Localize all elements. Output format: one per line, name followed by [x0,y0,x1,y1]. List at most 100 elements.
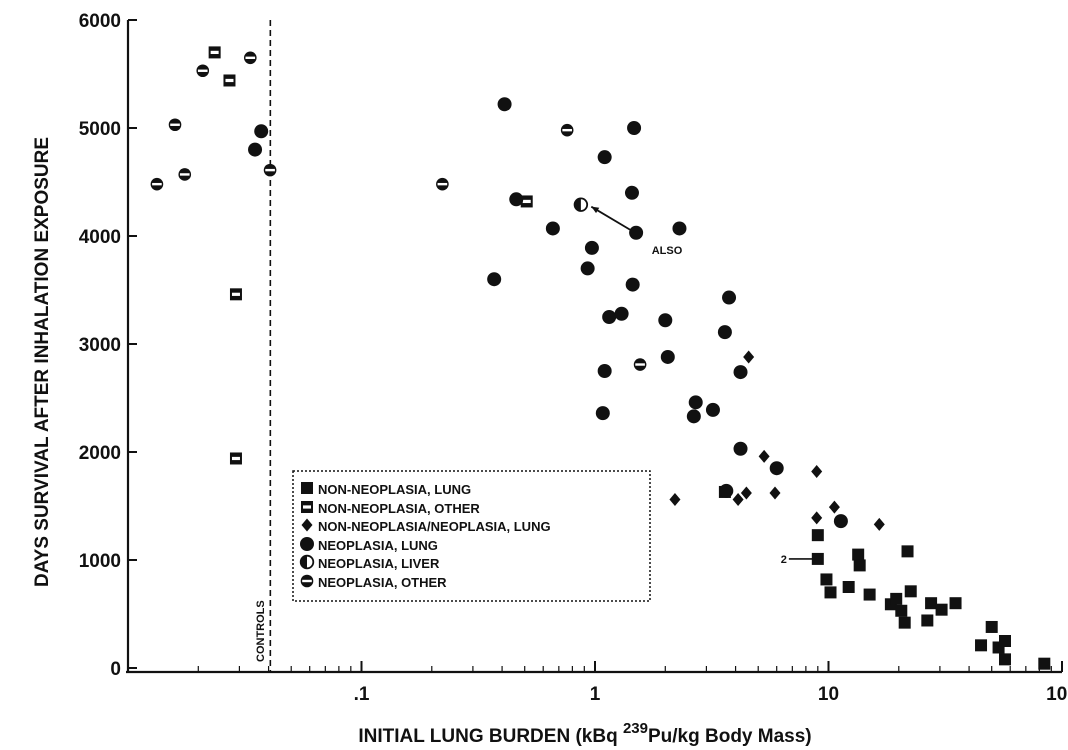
point-s2-4 [740,486,752,500]
point-s1-1-band [225,78,234,83]
point-s5-6 [436,177,449,191]
point-s3-13-shape [625,277,640,292]
point-s0-4-shape [824,586,837,599]
point-s3-27-shape [719,483,734,498]
point-s2-2-shape [669,493,681,507]
point-s0-8 [863,588,876,601]
point-s2-1 [758,449,770,463]
legend-markers [299,482,315,588]
point-s0-6 [852,548,865,561]
point-s3-29 [833,514,848,529]
x-tick-label-10: 10 [818,684,839,705]
point-s3-7-shape [584,240,599,255]
point-s3-3-shape [509,192,524,207]
point-s0-7 [853,559,866,572]
point-s2-8 [828,500,840,514]
point-s0-3 [820,573,833,586]
point-s3-22-shape [733,365,748,380]
annotation-arrow-0 [590,205,631,231]
point-s5-4 [243,51,257,65]
point-s5-8 [633,358,647,371]
legend-marker-0 [301,482,313,494]
point-s2-5-shape [769,486,781,500]
point-s2-7 [811,511,823,525]
point-s3-23-shape [688,395,703,410]
point-s2-9 [873,517,885,531]
series-0 [718,485,1051,670]
point-s0-1 [811,529,824,542]
point-s4-0-half [574,198,581,211]
point-s3-14-shape [602,310,617,324]
point-s3-12 [672,221,687,236]
point-s3-17 [597,364,612,378]
point-s3-1-shape [248,142,263,157]
legend-entry-neoplasia-lung: NEOPLASIA, LUNG [318,538,438,553]
point-s1-0 [208,46,221,59]
point-s0-2-shape [811,552,824,565]
point-s3-0 [254,124,269,139]
point-s0-10-shape [890,592,903,605]
x-axis-title-superscript: 239 [623,720,648,737]
point-s0-12 [898,616,911,629]
point-s0-22 [998,635,1011,647]
point-s3-27 [719,483,734,498]
point-s0-2 [811,552,824,565]
legend-box [292,470,651,602]
point-s5-6-band [437,182,448,186]
point-s3-2-shape [497,97,512,112]
legend: NON-NEOPLASIA, LUNG NON-NEOPLASIA, OTHER… [292,470,651,602]
point-s0-14-shape [904,585,917,598]
legend-entry-non-neoplasia-neoplasia-lung: NON-NEOPLASIA/NEOPLASIA, LUNG [318,519,551,534]
point-s1-3 [229,452,242,465]
point-s3-8-shape [597,150,612,165]
x-axis-title-suffix: Pu/kg Body Mass) [648,726,812,747]
point-s5-7 [560,123,574,137]
point-s0-13-shape [901,545,914,558]
point-s3-11-shape [629,225,644,240]
y-tick-label-1000: 1000 [79,551,121,572]
point-s2-0-shape [743,350,755,364]
y-axis-title: DAYS SURVIVAL AFTER INHALATION EXPOSURE [32,137,53,587]
point-s3-4 [487,272,502,287]
x-axis-title-prefix: INITIAL LUNG BURDEN (kBq [358,726,623,747]
point-s0-14 [904,585,917,598]
point-s0-15 [921,614,934,627]
point-s0-13 [901,545,914,558]
point-s2-4-shape [740,486,752,500]
point-s5-5 [263,163,277,177]
point-s3-16 [658,313,673,328]
point-s3-24 [686,409,701,424]
point-s1-1 [223,74,236,87]
point-s3-13 [625,277,640,292]
controls-label: CONTROLS [255,600,267,662]
point-s3-1 [248,142,263,157]
point-s3-18 [660,349,675,364]
point-s3-23 [688,395,703,410]
point-s5-2-band [179,173,190,176]
point-s0-17-shape [935,603,948,616]
point-s3-14 [602,310,617,324]
series-5 [150,51,647,371]
legend-marker-1-band [303,505,311,509]
point-s3-21-shape [717,325,732,340]
point-s2-8-shape [828,500,840,514]
point-s2-0 [743,350,755,364]
point-s3-2 [497,97,512,112]
point-s0-19 [975,639,988,652]
point-s3-6 [580,261,595,276]
point-s3-5-shape [545,221,560,236]
point-s0-20 [985,620,998,633]
point-s0-15-shape [921,614,934,627]
annotations: ALSO 2 [590,205,814,566]
annotation-arrowhead-0 [591,206,600,214]
legend-marker-4-half [300,555,307,569]
point-s4-0 [573,197,589,212]
series-3 [248,97,848,529]
point-s0-12-shape [898,616,911,629]
point-s0-1-shape [811,529,824,542]
point-s3-0-shape [254,124,269,139]
point-s3-19 [595,406,610,421]
data-points [150,46,1051,670]
point-s3-28 [769,461,784,476]
point-s0-8-shape [863,588,876,601]
